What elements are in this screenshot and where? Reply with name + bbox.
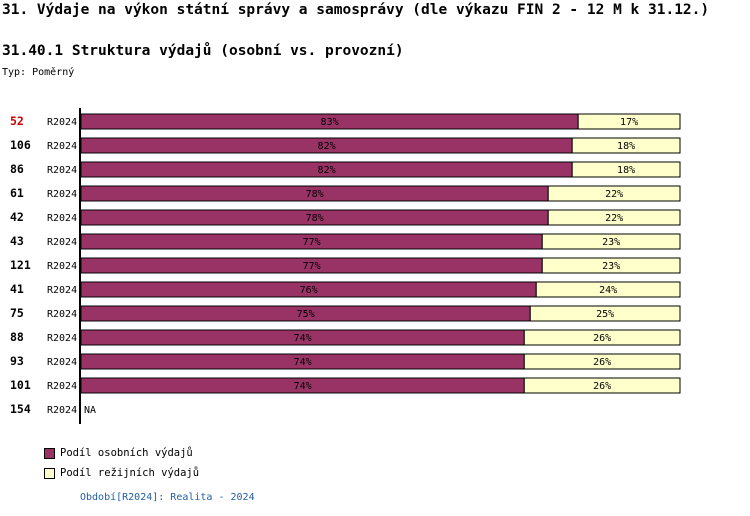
period-footer: Období[R2024]: Realita - 2024: [80, 492, 255, 503]
data-label-personal: 75%: [297, 309, 315, 320]
row-label: 154: [10, 402, 31, 416]
row-label: 101: [10, 378, 31, 392]
data-label-personal: 82%: [318, 141, 336, 152]
row-label: 61: [10, 186, 24, 200]
data-label-operating: 18%: [617, 165, 635, 176]
data-label-personal: 76%: [300, 285, 318, 296]
chart-type-label: Typ: Poměrný: [2, 67, 75, 78]
legend-label-operating: Podíl režijních výdajů: [60, 467, 200, 479]
legend-label-personal: Podíl osobních výdajů: [60, 447, 193, 459]
data-label-personal: 78%: [306, 189, 324, 200]
row-label: 121: [10, 258, 31, 272]
bar-operating: [535, 281, 681, 298]
missing-label: NA: [84, 405, 96, 416]
period-label: R2024: [47, 333, 77, 344]
data-label-operating: 18%: [617, 141, 635, 152]
data-label-personal: 78%: [306, 213, 324, 224]
data-label-operating: 22%: [605, 213, 623, 224]
bar-operating: [523, 353, 681, 370]
period-label: R2024: [47, 405, 77, 416]
legend-item-personal: Podíl osobních výdajů: [44, 446, 193, 460]
row-label: 75: [10, 306, 24, 320]
row-label: 52: [10, 114, 24, 128]
data-label-personal: 74%: [294, 357, 312, 368]
bar-operating: [541, 257, 681, 274]
period-label: R2024: [47, 189, 77, 200]
bar-operating: [529, 305, 681, 322]
bar-operating: [577, 113, 681, 130]
period-label: R2024: [47, 165, 77, 176]
row-label: 43: [10, 234, 24, 248]
row-label: 42: [10, 210, 24, 224]
chart-title: 31.40.1 Struktura výdajů (osobní vs. pro…: [2, 43, 404, 59]
period-label: R2024: [47, 357, 77, 368]
row-label: 41: [10, 282, 24, 296]
data-label-personal: 82%: [318, 165, 336, 176]
period-label: R2024: [47, 261, 77, 272]
bar-operating: [523, 329, 681, 346]
bar-operating: [547, 209, 681, 226]
row-label: 93: [10, 354, 24, 368]
data-label-operating: 22%: [605, 189, 623, 200]
row-label: 86: [10, 162, 24, 176]
period-label: R2024: [47, 381, 77, 392]
data-label-operating: 25%: [596, 309, 614, 320]
row-label: 88: [10, 330, 24, 344]
bar-operating: [523, 377, 681, 394]
legend-swatch-operating: [44, 467, 55, 479]
period-label: R2024: [47, 237, 77, 248]
data-label-personal: 77%: [303, 237, 321, 248]
bar-operating: [571, 161, 681, 178]
page-title: 31. Výdaje na výkon státní správy a samo…: [2, 2, 710, 18]
data-label-personal: 83%: [321, 117, 339, 128]
row-label: 106: [10, 138, 31, 152]
data-label-personal: 74%: [294, 333, 312, 344]
data-label-personal: 74%: [294, 381, 312, 392]
data-label-operating: 23%: [602, 261, 620, 272]
bar-operating: [547, 185, 681, 202]
data-label-personal: 77%: [303, 261, 321, 272]
period-label: R2024: [47, 285, 77, 296]
data-label-operating: 17%: [620, 117, 638, 128]
data-label-operating: 26%: [593, 381, 611, 392]
data-label-operating: 24%: [599, 285, 617, 296]
bar-operating: [541, 233, 681, 250]
data-label-operating: 26%: [593, 357, 611, 368]
period-label: R2024: [47, 213, 77, 224]
bar-operating: [571, 137, 681, 154]
legend-swatch-personal: [44, 447, 55, 459]
period-label: R2024: [47, 141, 77, 152]
data-label-operating: 23%: [602, 237, 620, 248]
period-label: R2024: [47, 117, 77, 128]
period-label: R2024: [47, 309, 77, 320]
legend-item-operating: Podíl režijních výdajů: [44, 466, 199, 480]
data-label-operating: 26%: [593, 333, 611, 344]
